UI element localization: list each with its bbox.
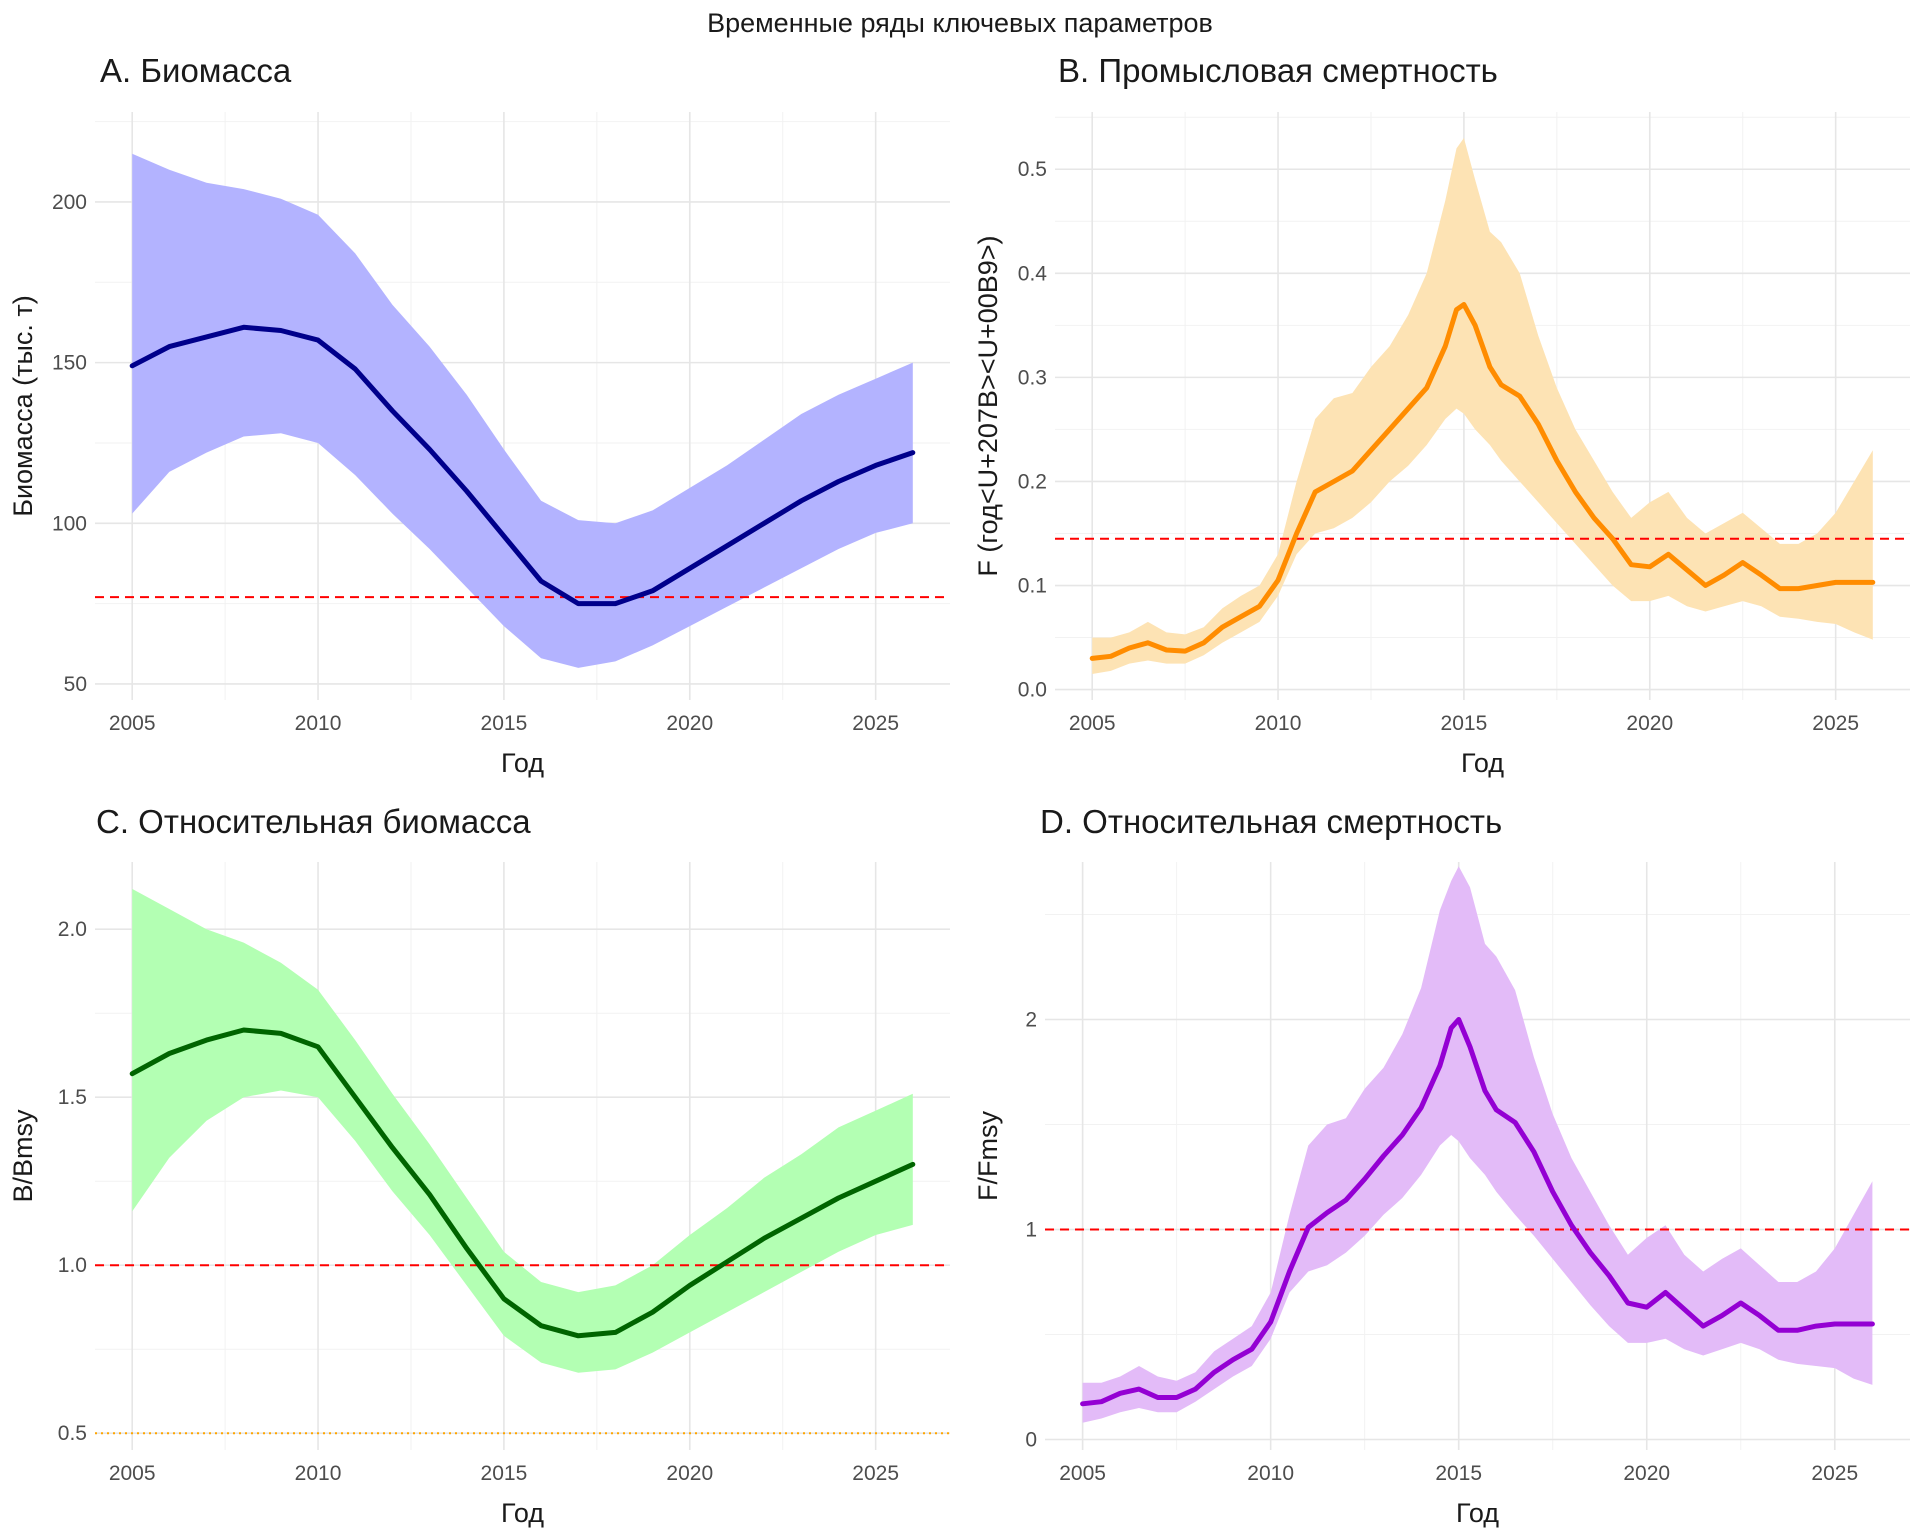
x-tick-label: 2020 xyxy=(666,1462,713,1485)
x-tick-label: 2025 xyxy=(1812,712,1859,735)
x-tick-label: 2020 xyxy=(1626,712,1673,735)
y-axis-label: F (год<U+207B><U+00B9>) xyxy=(973,235,1003,576)
confidence-band xyxy=(1082,866,1873,1423)
panel-title: A. Биомасса xyxy=(100,52,292,89)
x-tick-label: 2015 xyxy=(1435,1462,1482,1485)
x-axis-label: Год xyxy=(1461,748,1504,778)
x-tick-label: 2005 xyxy=(1059,1462,1106,1485)
series-line xyxy=(1080,1017,1875,1407)
panel-title: C. Относительная биомасса xyxy=(96,803,531,840)
x-tick-label: 2005 xyxy=(1069,712,1116,735)
x-axis-label: Год xyxy=(501,748,544,778)
series-line xyxy=(129,324,916,607)
y-tick-label: 100 xyxy=(52,512,87,535)
y-tick-label: 0.4 xyxy=(1018,262,1048,285)
y-axis-label: B/Bmsy xyxy=(8,1109,38,1203)
x-tick-label: 2005 xyxy=(109,712,156,735)
y-tick-label: 0 xyxy=(1025,1429,1037,1452)
x-tick-label: 2010 xyxy=(1255,712,1302,735)
y-tick-label: 1.0 xyxy=(58,1254,87,1277)
x-tick-label: 2015 xyxy=(481,712,528,735)
panel-a: 2005 2010 2015 2020 2025 50 100 150 200 A. Биомас… xyxy=(8,52,950,778)
y-tick-label: 2 xyxy=(1025,1009,1037,1032)
x-tick-label: 2010 xyxy=(295,712,342,735)
panel-title: D. Относительная смертность xyxy=(1040,803,1502,840)
y-tick-label: 2.0 xyxy=(58,918,87,941)
x-tick-label: 2005 xyxy=(109,1462,156,1485)
y-tick-label: 0.1 xyxy=(1018,575,1047,598)
confidence-band xyxy=(1092,138,1873,674)
x-tick-label: 2015 xyxy=(481,1462,528,1485)
panel-title: B. Промысловая смертность xyxy=(1058,52,1498,89)
panel-b: 2005 2010 2015 2020 2025 0.0 0.1 0.2 0.3 0.4 0.5 B.… xyxy=(973,52,1910,778)
y-tick-label: 0.2 xyxy=(1018,470,1047,493)
panel-d: 2005 2010 2015 2020 2025 0 1 2 D. Относительная … xyxy=(973,803,1910,1528)
y-tick-label: 0.3 xyxy=(1018,366,1047,389)
y-tick-label: 50 xyxy=(64,673,87,696)
figure-title: Временные ряды ключевых параметров xyxy=(707,8,1213,38)
y-tick-label: 1 xyxy=(1025,1219,1037,1242)
y-axis-label: Биомасса (тыс. т) xyxy=(8,295,38,517)
x-tick-label: 2020 xyxy=(666,712,713,735)
x-tick-label: 2025 xyxy=(1811,1462,1858,1485)
confidence-band xyxy=(132,153,913,668)
y-tick-label: 0.0 xyxy=(1018,679,1047,702)
x-tick-label: 2010 xyxy=(295,1462,342,1485)
series-line xyxy=(129,1027,916,1339)
x-axis-label: Год xyxy=(501,1498,544,1528)
x-axis-label: Год xyxy=(1456,1498,1499,1528)
series-line xyxy=(1089,302,1876,661)
y-axis-label: F/Fmsy xyxy=(973,1111,1003,1201)
y-tick-label: 0.5 xyxy=(1018,158,1047,181)
y-tick-label: 200 xyxy=(52,191,87,214)
panel-c: 2005 2010 2015 2020 2025 0.5 1.0 1.5 2.0 C. Относ… xyxy=(8,803,950,1528)
y-tick-label: 1.5 xyxy=(58,1086,87,1109)
panels: 2005 2010 2015 2020 2025 50 100 150 200 A. Биомас… xyxy=(8,52,1910,1528)
x-tick-label: 2025 xyxy=(852,1462,899,1485)
y-tick-label: 0.5 xyxy=(58,1422,87,1445)
x-tick-label: 2025 xyxy=(852,712,899,735)
x-tick-label: 2020 xyxy=(1623,1462,1670,1485)
x-tick-label: 2015 xyxy=(1441,712,1488,735)
x-tick-label: 2010 xyxy=(1247,1462,1294,1485)
y-tick-label: 150 xyxy=(52,352,87,375)
confidence-band xyxy=(132,888,913,1373)
